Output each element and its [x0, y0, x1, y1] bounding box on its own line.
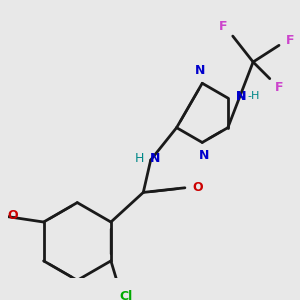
Text: -H: -H	[248, 91, 260, 101]
Text: N: N	[199, 149, 209, 162]
Text: Cl: Cl	[120, 290, 133, 300]
Text: N: N	[236, 90, 246, 103]
Text: F: F	[286, 34, 294, 47]
Text: F: F	[219, 20, 228, 33]
Text: O: O	[193, 181, 203, 194]
Text: O: O	[7, 209, 18, 222]
Text: F: F	[275, 81, 283, 94]
Text: N: N	[236, 90, 246, 103]
Text: H: H	[135, 152, 144, 165]
Text: N: N	[195, 64, 206, 77]
Text: N: N	[150, 152, 160, 165]
